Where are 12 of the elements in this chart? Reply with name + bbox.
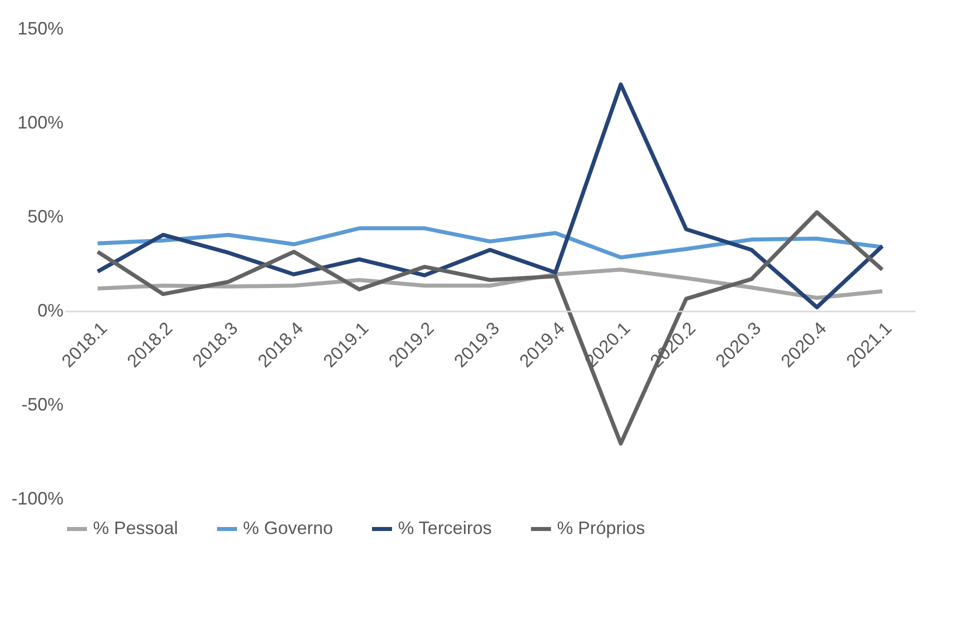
- y-tick-label: -100%: [11, 488, 64, 508]
- y-tick-label: 100%: [17, 112, 64, 132]
- legend-label: % Governo: [243, 518, 334, 538]
- y-tick-label: 0%: [37, 300, 64, 320]
- y-tick-label: -50%: [21, 394, 64, 414]
- y-tick-label: 50%: [27, 206, 64, 226]
- legend-label: % Pessoal: [93, 518, 178, 538]
- legend-label: % Terceiros: [398, 518, 492, 538]
- line-series: [96, 226, 884, 260]
- line-series: [96, 82, 884, 310]
- legend-label: % Próprios: [557, 518, 646, 538]
- y-tick-label: 150%: [17, 18, 64, 38]
